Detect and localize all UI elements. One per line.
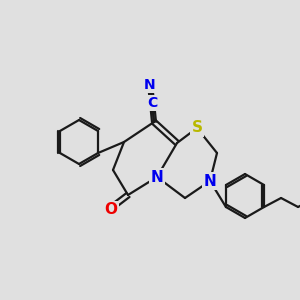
Text: C: C <box>147 96 157 110</box>
Text: N: N <box>151 169 164 184</box>
Text: N: N <box>144 78 156 92</box>
Text: S: S <box>191 121 203 136</box>
Text: O: O <box>104 202 118 217</box>
Text: N: N <box>204 173 216 188</box>
